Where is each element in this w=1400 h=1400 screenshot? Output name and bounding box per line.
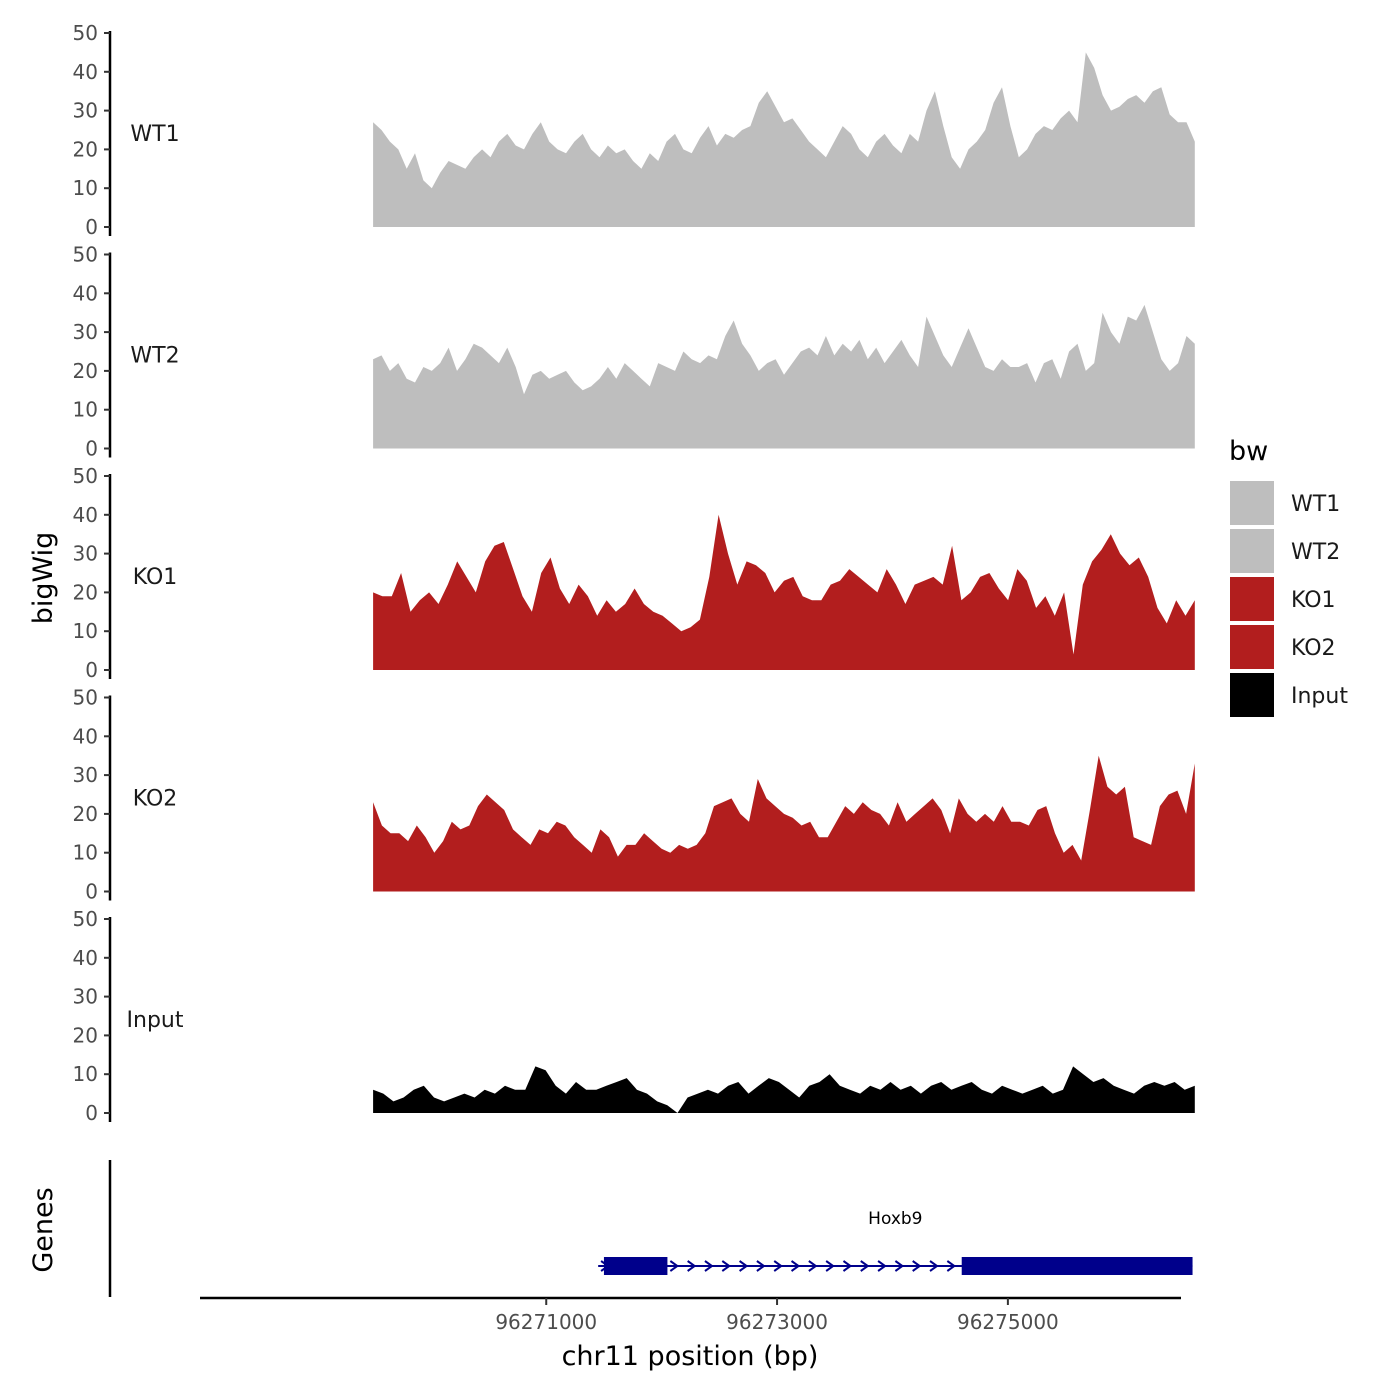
legend-label-ko1: KO1: [1291, 588, 1336, 613]
track-area-ko1: [373, 514, 1195, 670]
y-axes-group: 0 10 20 30 40 50 WT1 0 10 20 30 40 50 WT2 0 10 20 30 40 50 K…: [73, 21, 184, 1125]
y-tick-label: 30: [73, 763, 98, 787]
legend-label-wt2: WT2: [1291, 540, 1340, 565]
gene-exon: [961, 1257, 1193, 1275]
gene-strand-arrow: [704, 1260, 714, 1272]
gene-track: Hoxb9: [108, 1160, 1193, 1297]
y-tick-label: 50: [73, 464, 98, 488]
gene-exon: [603, 1257, 668, 1275]
gene-strand-arrow: [929, 1260, 939, 1272]
legend-key-wt2: [1230, 529, 1274, 573]
tracks-group: [373, 52, 1195, 1113]
track-label-ko2: KO2: [133, 787, 178, 812]
gene-strand-arrow: [790, 1260, 801, 1272]
y-tick-label: 20: [73, 359, 98, 383]
gene-strand-arrow: [739, 1260, 749, 1272]
legend-key-input: [1230, 673, 1274, 717]
gene-strand-arrow: [756, 1260, 766, 1272]
legend-title: bw: [1229, 436, 1268, 467]
y-tick-label: 20: [73, 802, 98, 826]
gene-strand-arrow: [894, 1260, 905, 1272]
y-tick-label: 10: [73, 1062, 98, 1086]
legend: bw WT1 WT2 KO1 KO2 Input: [1229, 436, 1348, 717]
y-tick-label: 10: [73, 176, 98, 200]
y-tick-label: 40: [73, 724, 98, 748]
legend-label-wt1: WT1: [1291, 492, 1340, 517]
gene-strand-arrow: [877, 1260, 887, 1272]
y-tick-label: 30: [73, 542, 98, 566]
gene-strand-arrow: [842, 1260, 853, 1272]
gene-strand-arrow: [687, 1260, 697, 1272]
y-tick-label: 50: [73, 907, 98, 931]
y-tick-label: 0: [85, 215, 98, 239]
y-tick-label: 0: [85, 437, 98, 461]
genes-axis-title: Genes: [28, 1187, 59, 1272]
track-area-wt2: [373, 304, 1195, 449]
gene-strand-arrow: [721, 1260, 731, 1272]
y-tick-label: 50: [73, 21, 98, 45]
gene-strand-arrow: [946, 1260, 957, 1272]
gene-strand-arrow: [808, 1260, 818, 1272]
y-tick-label: 40: [73, 503, 98, 527]
y-tick-label: 40: [73, 60, 98, 84]
track-area-wt1: [373, 52, 1195, 228]
y-axis-title: bigWig: [28, 532, 59, 625]
y-tick-label: 20: [73, 1023, 98, 1047]
legend-label-ko2: KO2: [1291, 636, 1336, 661]
y-tick-label: 40: [73, 946, 98, 970]
y-tick-label: 10: [73, 619, 98, 643]
y-tick-label: 50: [73, 686, 98, 710]
legend-label-input: Input: [1291, 684, 1348, 709]
x-tick-label: 96273000: [726, 1310, 828, 1334]
track-label-input: Input: [127, 1008, 184, 1033]
track-label-wt2: WT2: [130, 344, 179, 369]
gene-strand-arrow: [825, 1260, 835, 1272]
y-tick-label: 20: [73, 137, 98, 161]
y-tick-label: 10: [73, 841, 98, 865]
track-area-ko2: [373, 755, 1195, 892]
gene-strand-arrow: [669, 1260, 680, 1272]
gene-strand-arrow: [860, 1260, 870, 1272]
x-axis-title: chr11 position (bp): [562, 1341, 819, 1372]
y-tick-label: 0: [85, 658, 98, 682]
track-label-ko1: KO1: [133, 565, 178, 590]
y-tick-label: 30: [73, 99, 98, 123]
legend-key-ko1: [1230, 577, 1274, 621]
track-label-wt1: WT1: [130, 122, 179, 147]
y-tick-label: 10: [73, 398, 98, 422]
legend-key-ko2: [1230, 625, 1274, 669]
gene-label: Hoxb9: [868, 1209, 922, 1229]
y-tick-label: 20: [73, 580, 98, 604]
y-tick-label: 40: [73, 281, 98, 305]
gene-strand-arrow: [912, 1260, 922, 1272]
y-tick-label: 30: [73, 985, 98, 1009]
y-tick-label: 0: [85, 880, 98, 904]
gene-strand-arrow: [773, 1260, 783, 1272]
y-tick-label: 30: [73, 320, 98, 344]
x-tick-label: 96271000: [495, 1310, 597, 1334]
x-axis: 96271000 96273000 96275000: [200, 1296, 1181, 1334]
legend-key-wt1: [1230, 481, 1274, 525]
x-tick-label: 96275000: [957, 1310, 1059, 1334]
track-area-input: [373, 1066, 1195, 1113]
y-tick-label: 0: [85, 1101, 98, 1125]
y-tick-label: 50: [73, 243, 98, 267]
